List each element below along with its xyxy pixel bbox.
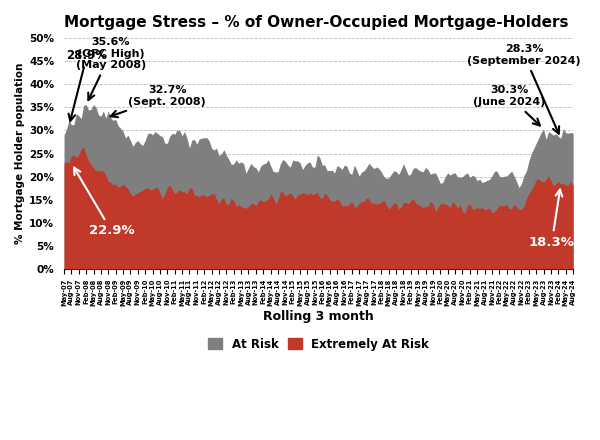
Text: 28.3%
(September 2024): 28.3% (September 2024) [467, 44, 581, 134]
Y-axis label: % Mortgage Holder population: % Mortgage Holder population [15, 63, 25, 244]
Text: 35.6%
(GFC High)
(May 2008): 35.6% (GFC High) (May 2008) [76, 37, 146, 100]
Text: 22.9%: 22.9% [74, 168, 134, 237]
Legend: At Risk, Extremely At Risk: At Risk, Extremely At Risk [203, 333, 434, 356]
Text: 28.9%: 28.9% [67, 49, 107, 121]
Text: 18.3%: 18.3% [529, 190, 575, 249]
X-axis label: Rolling 3 month: Rolling 3 month [263, 310, 374, 323]
Text: Mortgage Stress – % of Owner-Occupied Mortgage-Holders: Mortgage Stress – % of Owner-Occupied Mo… [64, 15, 569, 30]
Text: 30.3%
(June 2024): 30.3% (June 2024) [473, 85, 545, 125]
Text: 32.7%
(Sept. 2008): 32.7% (Sept. 2008) [110, 85, 206, 117]
